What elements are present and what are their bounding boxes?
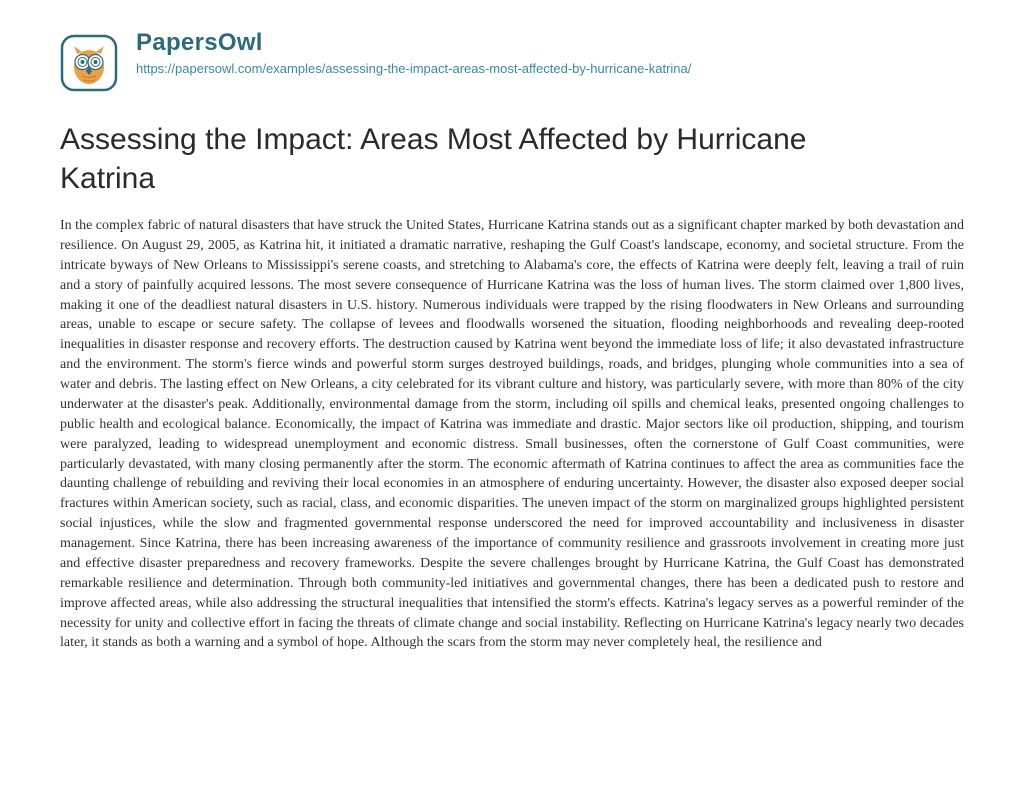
- papersowl-logo: [60, 34, 118, 92]
- site-name: PapersOwl: [136, 30, 964, 56]
- owl-logo-icon: [60, 34, 118, 92]
- page-header: PapersOwl https://papersowl.com/examples…: [60, 30, 964, 92]
- article-url[interactable]: https://papersowl.com/examples/assessing…: [136, 60, 964, 79]
- header-text-block: PapersOwl https://papersowl.com/examples…: [136, 30, 964, 79]
- article-title: Assessing the Impact: Areas Most Affecte…: [60, 120, 810, 198]
- article-body: In the complex fabric of natural disaste…: [60, 216, 964, 653]
